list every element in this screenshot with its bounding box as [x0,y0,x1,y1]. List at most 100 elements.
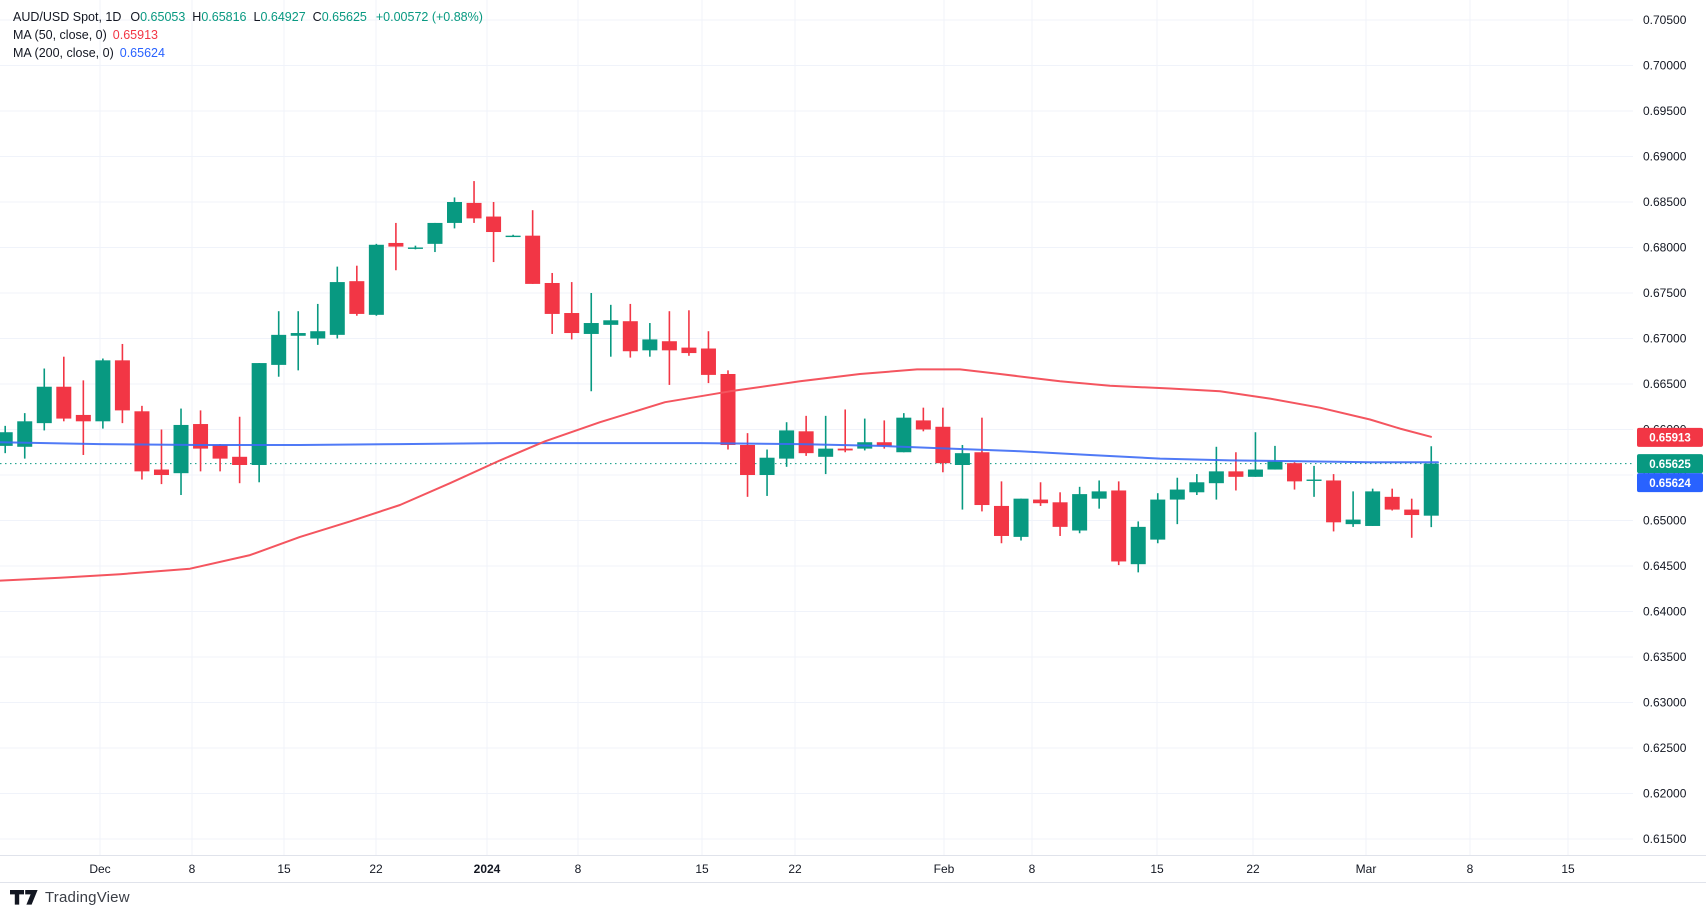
candle[interactable] [993,481,1009,544]
candle[interactable] [544,272,560,334]
candle-body [114,360,130,411]
candle[interactable] [1306,465,1322,497]
time-tick-label: Feb [934,862,955,876]
candle[interactable] [310,303,326,345]
time-axis[interactable]: Dec 8 15 22 2024 8 15 22 Feb 8 15 22 Mar 8 15 [89,862,1575,876]
candle[interactable] [232,416,248,484]
time-tick-label: 15 [1561,862,1575,876]
candle[interactable] [1326,474,1342,532]
candle[interactable] [1169,477,1185,525]
legend-ma50-row[interactable]: MA (50, close, 0) 0.65913 [13,26,483,44]
candle[interactable] [75,380,91,455]
candle[interactable] [1091,480,1107,509]
candle[interactable] [1072,486,1088,534]
candle[interactable] [681,310,697,356]
candle[interactable] [56,356,72,422]
candle[interactable] [1111,481,1127,566]
price-tick-label: 0.67500 [1643,286,1687,300]
candle[interactable] [1404,498,1420,538]
candle[interactable] [642,323,658,357]
candle-body [486,216,502,233]
candle[interactable] [271,311,287,377]
candle[interactable] [153,429,169,485]
candle-body [642,339,658,351]
candle-body [720,373,736,445]
tradingview-logo-icon [10,890,38,905]
candle[interactable] [368,243,384,316]
candle-body [329,282,345,335]
candle[interactable] [95,358,111,429]
candle[interactable] [798,415,814,456]
candle[interactable] [876,420,892,449]
candle-body [95,360,111,422]
candle[interactable] [603,304,619,357]
candle[interactable] [759,449,775,496]
candle[interactable] [1384,488,1400,511]
candle[interactable] [251,363,267,483]
symbol-title[interactable]: AUD/USD Spot, 1D [13,10,122,24]
candle[interactable] [700,331,716,384]
ma50-line[interactable] [0,368,1432,582]
candle[interactable] [1052,492,1068,536]
candle[interactable] [290,311,306,371]
candle[interactable] [1013,498,1029,541]
candle[interactable] [427,222,443,253]
candle[interactable] [896,413,912,453]
candle[interactable] [36,368,52,431]
candle[interactable] [1267,445,1283,470]
candle[interactable] [505,234,521,238]
candle[interactable] [1287,462,1303,490]
candle[interactable] [17,413,33,459]
candle[interactable] [134,405,150,480]
candle[interactable] [525,210,541,284]
ma50-price-badge: 0.65913 [1637,427,1703,447]
ohlc-close: C0.65625 [312,10,367,24]
candle[interactable] [935,407,951,473]
candle[interactable] [1423,446,1439,528]
candle[interactable] [915,407,931,432]
candle[interactable] [486,202,502,263]
candle-body [1247,469,1263,477]
candle[interactable] [193,410,209,472]
candle[interactable] [349,265,365,316]
candle-body [1384,496,1400,510]
candle[interactable] [974,417,990,512]
candle[interactable] [388,222,404,271]
candle[interactable] [212,444,228,472]
candle-body [525,235,541,284]
candle-body [173,424,189,474]
candle[interactable] [1247,432,1263,477]
candle[interactable] [720,370,736,450]
candle-body [896,417,912,453]
price-axis[interactable]: 0.70500 0.70000 0.69500 0.69000 0.68500 0.680… [1643,13,1687,846]
candle[interactable] [1365,488,1381,526]
candle[interactable] [954,444,970,510]
candle[interactable] [173,408,189,496]
candle[interactable] [1130,521,1146,573]
candle-body [1072,494,1088,531]
ma200-line[interactable] [0,441,1439,464]
candle[interactable] [114,343,130,424]
candle[interactable] [329,266,345,339]
candle[interactable] [661,311,677,385]
candle[interactable] [564,282,580,340]
candle[interactable] [1228,452,1244,491]
candle[interactable] [447,197,463,229]
candle[interactable] [1033,482,1049,506]
candle[interactable] [1208,446,1224,500]
candle[interactable] [466,181,482,223]
candle[interactable] [1189,474,1205,496]
candle[interactable] [583,293,599,392]
candle-body [271,334,287,365]
tradingview-attribution[interactable]: TradingView [10,889,130,906]
candle[interactable] [1345,491,1361,527]
candle[interactable] [1150,493,1166,544]
time-tick-label: 22 [369,862,383,876]
candle[interactable] [622,303,638,358]
candle[interactable] [407,245,423,250]
legend-ma200-row[interactable]: MA (200, close, 0) 0.65624 [13,44,483,62]
candle-body [212,444,228,459]
candle-body [974,452,990,506]
